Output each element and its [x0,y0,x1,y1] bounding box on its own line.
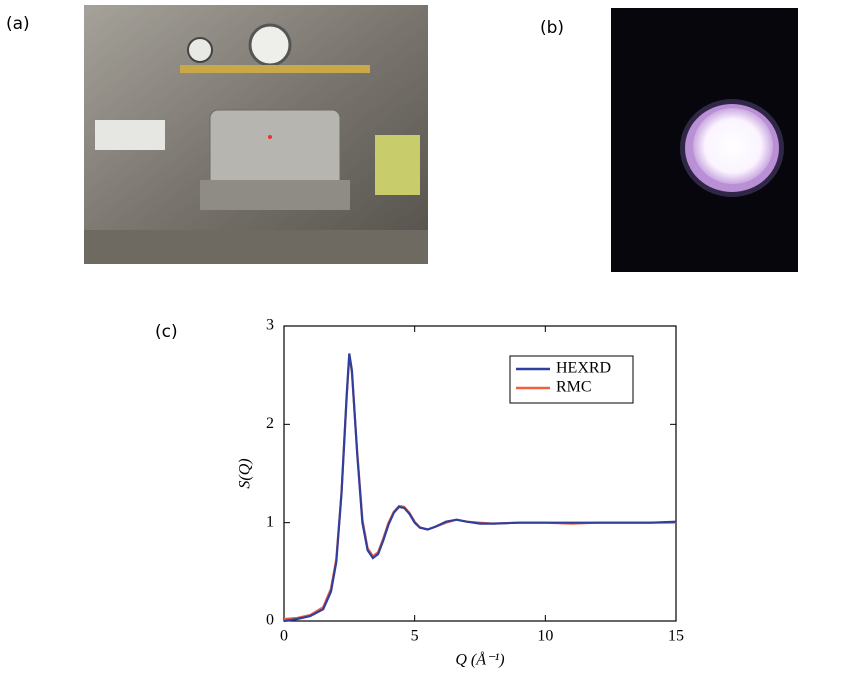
panel-label: (c) [155,322,178,342]
x-tick-label: 0 [280,628,288,645]
legend-label: RMC [556,379,592,396]
panel-label: (a) [6,14,30,34]
y-tick-label: 0 [266,612,274,629]
photo-levitated-sample [611,8,798,272]
y-tick-label: 1 [266,513,274,530]
y-axis-label: S(Q) [237,458,254,488]
x-axis-label: Q (Å⁻¹) [455,651,504,669]
figure: (a) (b) (c) 0 5 10 15 0 1 2 3 Q (Å⁻¹) S(Q) HEXRD RM… [0,0,850,672]
legend-label: HEXRD [556,360,611,377]
y-tick-label: 3 [266,317,274,334]
y-tick-label: 2 [266,415,274,432]
photo-apparatus [84,5,428,264]
panel-label: (b) [540,18,564,38]
x-tick-label: 5 [411,628,419,645]
x-tick-label: 10 [537,628,553,645]
x-tick-label: 15 [668,628,684,645]
